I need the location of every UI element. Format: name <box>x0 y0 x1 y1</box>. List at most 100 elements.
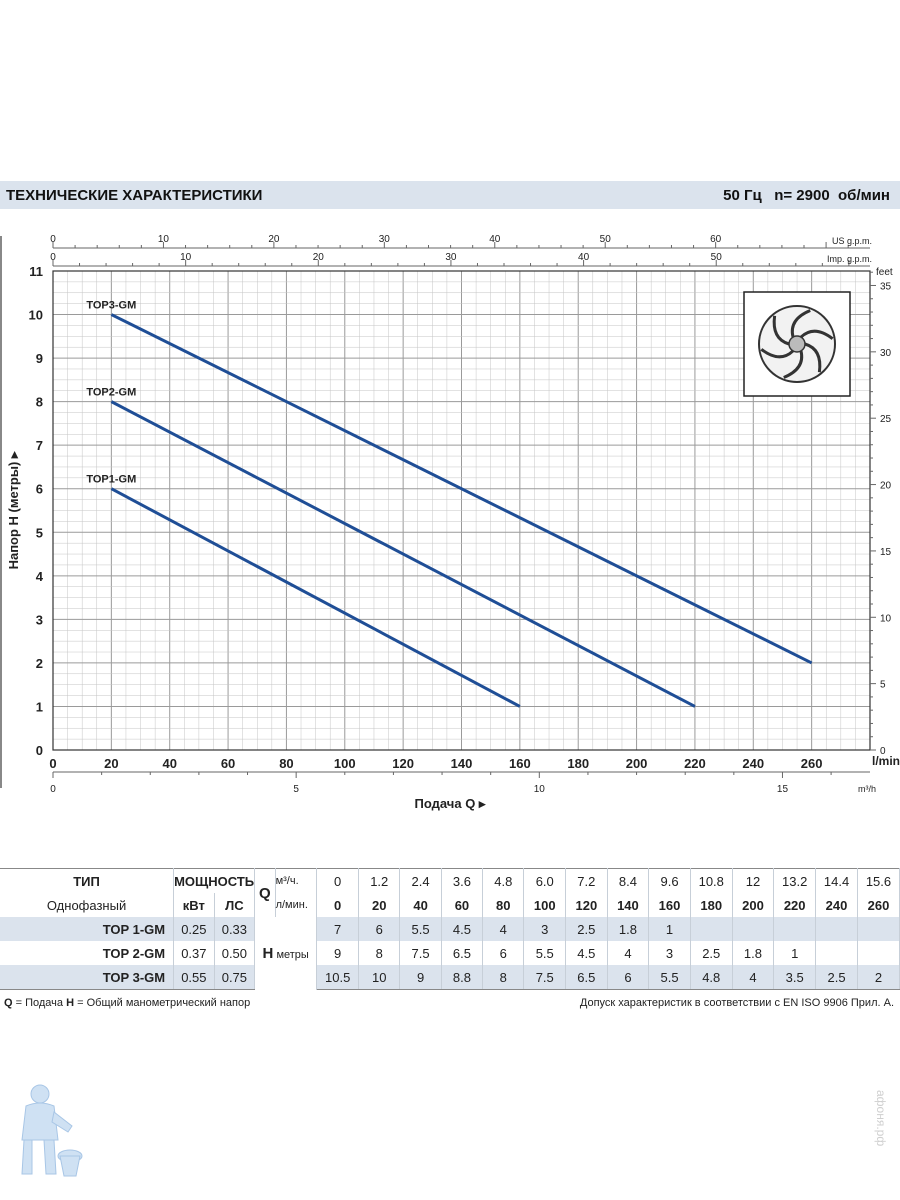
impgpm-tick-label: 0 <box>50 252 56 263</box>
y-tick-label: 8 <box>36 395 43 410</box>
lmin-cell: 80 <box>482 893 525 917</box>
x-unit-label: l/min <box>872 754 900 768</box>
watermark: афоня.рф <box>874 1090 888 1147</box>
lmin-unit: л/мин. <box>275 893 318 917</box>
head-cell: 8 <box>482 965 525 990</box>
head-cell: 4.5 <box>565 941 608 965</box>
y-tick-label: 11 <box>29 264 43 279</box>
usgpm-tick-label: 40 <box>489 234 501 245</box>
spec-table: ТИП МОЩНОСТЬ Q м³/ч. 0 1.2 2.4 3.6 4.8 6.0 7.2… <box>0 868 900 990</box>
head-cell: 7.5 <box>523 965 567 990</box>
model-name: TOP 2-GM <box>0 941 175 965</box>
feet-tick-label: 0 <box>880 746 886 757</box>
head-cell: 9 <box>399 965 442 990</box>
usgpm-tick-label: 50 <box>600 234 612 245</box>
footer-h: H <box>66 997 75 1009</box>
impeller-vane <box>804 342 822 373</box>
m3h-cell: 13.2 <box>773 868 817 893</box>
head-cell: 5.5 <box>648 965 691 990</box>
head-cell: 1 <box>773 941 817 965</box>
lmin-cell: 140 <box>607 893 650 917</box>
impgpm-unit-label: Imp. g.p.m. <box>827 254 872 264</box>
head-cell: 1.8 <box>607 917 650 941</box>
head-cell: 9 <box>316 941 360 965</box>
frequency-label: 50 Гц <box>723 187 762 204</box>
left-rule <box>0 236 2 788</box>
head-cell: 2.5 <box>815 965 858 990</box>
impgpm-tick-label: 10 <box>180 252 192 263</box>
kw-header: кВт <box>173 893 215 917</box>
power-header: МОЩНОСТЬ <box>173 868 256 893</box>
x-axis-title: Подача Q ▸ <box>415 796 487 811</box>
m3h-cell: 1.2 <box>358 868 401 893</box>
footer-legend: Q = Подача H = Общий манометрический нап… <box>4 997 250 1009</box>
x-tick-label: 260 <box>801 756 823 771</box>
x-tick-label: 100 <box>334 756 356 771</box>
series-label: TOP3-GM <box>86 300 136 312</box>
head-cell <box>815 941 858 965</box>
header-band <box>0 181 900 209</box>
m3h-tick-label: 5 <box>293 784 299 795</box>
lmin-cell: 260 <box>857 893 900 917</box>
m3h-cell: 10.8 <box>690 868 733 893</box>
head-cell: 4 <box>482 917 525 941</box>
feet-unit-label: feet <box>876 267 893 278</box>
m3h-cell: 7.2 <box>565 868 608 893</box>
x-tick-label: 60 <box>221 756 235 771</box>
page-title: ТЕХНИЧЕСКИЕ ХАРАКТЕРИСТИКИ <box>6 187 263 204</box>
impeller-hub <box>788 335 806 353</box>
head-cell <box>773 917 817 941</box>
head-cell: 7.5 <box>399 941 442 965</box>
y-tick-label: 6 <box>36 482 43 497</box>
head-cell: 6.5 <box>441 941 484 965</box>
type-header: ТИП <box>0 868 175 893</box>
x-tick-label: 0 <box>49 756 56 771</box>
m3h-cell: 6.0 <box>523 868 567 893</box>
usgpm-tick-label: 10 <box>158 234 170 245</box>
x-tick-label: 20 <box>104 756 118 771</box>
phase-header: Однофазный <box>0 893 175 917</box>
m3h-cell: 0 <box>316 868 360 893</box>
m3h-cell: 14.4 <box>815 868 858 893</box>
m3h-cell: 15.6 <box>857 868 900 893</box>
series-line-top2-gm <box>110 400 696 708</box>
table-row-top1: TOP 1-GM 0.25 0.33 H метры 7 6 5.5 4.5 4 3 2.5… <box>0 917 900 990</box>
head-cell <box>857 917 900 941</box>
y-tick-label: 7 <box>36 438 43 453</box>
m3h-cell: 3.6 <box>441 868 484 893</box>
head-cell: 8 <box>358 941 401 965</box>
head-cell: 4 <box>607 941 650 965</box>
model-name: TOP 3-GM <box>0 965 175 990</box>
head-cell: 6 <box>607 965 650 990</box>
x-tick-label: 80 <box>279 756 293 771</box>
impeller-icon <box>743 291 851 397</box>
feet-tick-label: 30 <box>880 348 892 359</box>
feet-tick-label: 5 <box>880 680 886 691</box>
y-tick-label: 3 <box>36 612 43 627</box>
y-tick-label: 1 <box>36 699 43 714</box>
head-cell: 5.5 <box>399 917 442 941</box>
x-tick-label: 180 <box>567 756 589 771</box>
lmin-cell: 40 <box>399 893 442 917</box>
lmin-cell: 20 <box>358 893 401 917</box>
footer-q-text: = Подача <box>12 997 67 1009</box>
hp-header: ЛС <box>214 893 256 917</box>
table-row-top3: TOP 3-GM 0.55 0.75 10.5 10 9 8.8 8 7.5 6.5 6 5.5… <box>0 965 900 990</box>
footer-tolerance: Допуск характеристик в соответствии с EN… <box>579 997 894 1009</box>
lmin-cell: 180 <box>690 893 733 917</box>
series-line-top1-gm <box>110 487 521 708</box>
head-cell <box>815 917 858 941</box>
usgpm-tick-label: 0 <box>50 234 56 245</box>
usgpm-unit-label: US g.p.m. <box>832 236 872 246</box>
head-cell: 2.5 <box>565 917 608 941</box>
series-label: TOP2-GM <box>86 387 136 399</box>
impeller-vane <box>783 350 804 379</box>
header-speed: 50 Гц n= 2900 об/мин <box>723 187 890 204</box>
series-label: TOP1-GM <box>86 474 136 486</box>
y-axis-title: Напор H (метры) ▸ <box>6 450 21 569</box>
impgpm-tick-label: 20 <box>313 252 325 263</box>
usgpm-tick-label: 60 <box>710 234 722 245</box>
x-tick-label: 220 <box>684 756 706 771</box>
head-cell: 5.5 <box>523 941 567 965</box>
plumber-mascot-logo <box>21 1084 83 1177</box>
